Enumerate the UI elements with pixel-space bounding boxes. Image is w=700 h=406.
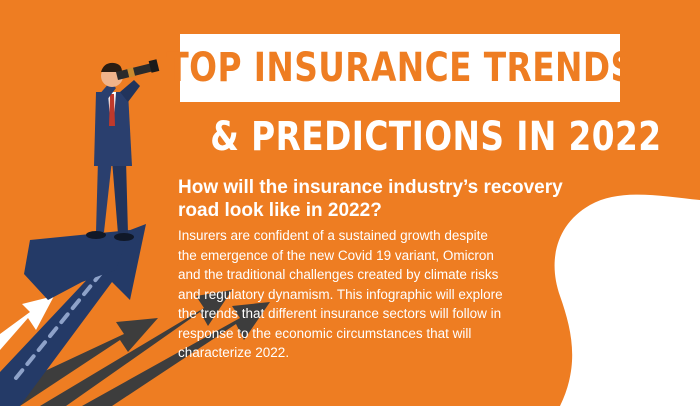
gray-arrow-mid	[40, 290, 232, 406]
intro-question: How will the insurance industry’s recove…	[178, 177, 563, 221]
white-arrow	[0, 296, 54, 350]
navy-pedestal-arrow	[24, 230, 130, 300]
navy-arrow-dashes	[14, 270, 104, 380]
intro-paragraph: Insurers are confident of a sustained gr…	[178, 228, 503, 360]
white-blob-shape	[554, 194, 700, 406]
businessman-figure	[86, 59, 160, 241]
title-line-1: TOP INSURANCE TRENDS	[165, 45, 635, 91]
title-banner: TOP INSURANCE TRENDS	[166, 34, 634, 102]
title-line-2: & PREDICTIONS IN 2022	[210, 114, 662, 160]
gray-arrow-front	[82, 302, 270, 406]
gray-arrow-back	[0, 318, 158, 406]
